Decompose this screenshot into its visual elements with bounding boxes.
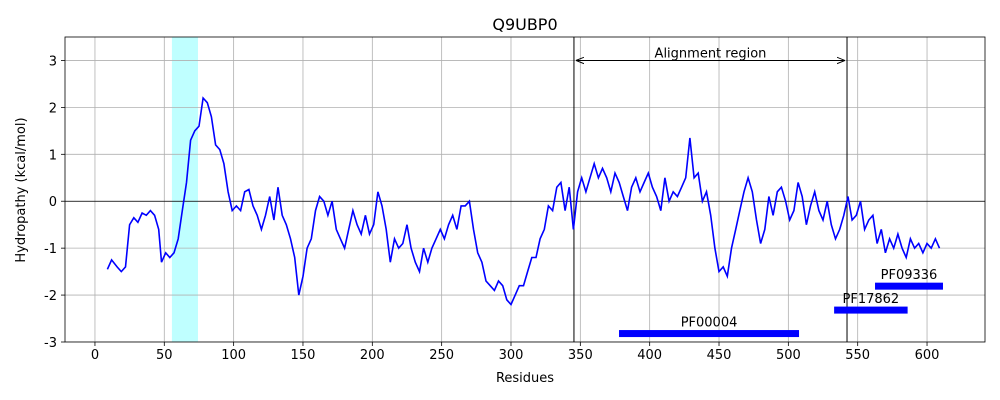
feature-label: PF09336 (881, 268, 938, 283)
x-tick-label: 100 (221, 348, 246, 363)
feature-label: PF00004 (681, 316, 738, 331)
chart-title: Q9UBP0 (492, 15, 557, 34)
y-tick-label: 2 (49, 101, 57, 116)
x-tick-label: 500 (776, 348, 801, 363)
x-tick-label: 0 (91, 348, 99, 363)
x-tick-label: 400 (637, 348, 662, 363)
x-axis-label: Residues (496, 371, 554, 386)
y-tick-label: -1 (44, 242, 57, 257)
x-tick-label: 250 (429, 348, 454, 363)
x-tick-label: 150 (291, 348, 316, 363)
feature-label: PF17862 (843, 292, 900, 307)
feature-bar (834, 306, 908, 314)
x-tick-label: 600 (915, 348, 940, 363)
feature-bar (875, 282, 943, 290)
x-tick-label: 50 (156, 348, 173, 363)
x-tick-label: 200 (360, 348, 385, 363)
y-tick-label: 1 (49, 148, 57, 163)
x-tick-label: 300 (499, 348, 524, 363)
x-tick-label: 350 (568, 348, 593, 363)
y-tick-label: -2 (44, 289, 57, 304)
y-tick-label: 3 (49, 54, 57, 69)
y-tick-label: 0 (49, 195, 57, 210)
alignment-label: Alignment region (655, 46, 767, 61)
feature-bar (619, 330, 800, 338)
plot-frame (64, 36, 986, 343)
plot-area (65, 37, 985, 342)
y-tick-label: -3 (44, 336, 57, 351)
y-axis-label: Hydropathy (kcal/mol) (14, 117, 29, 262)
x-tick-label: 450 (707, 348, 732, 363)
hydropathy-line (106, 96, 941, 306)
x-tick-label: 550 (845, 348, 870, 363)
